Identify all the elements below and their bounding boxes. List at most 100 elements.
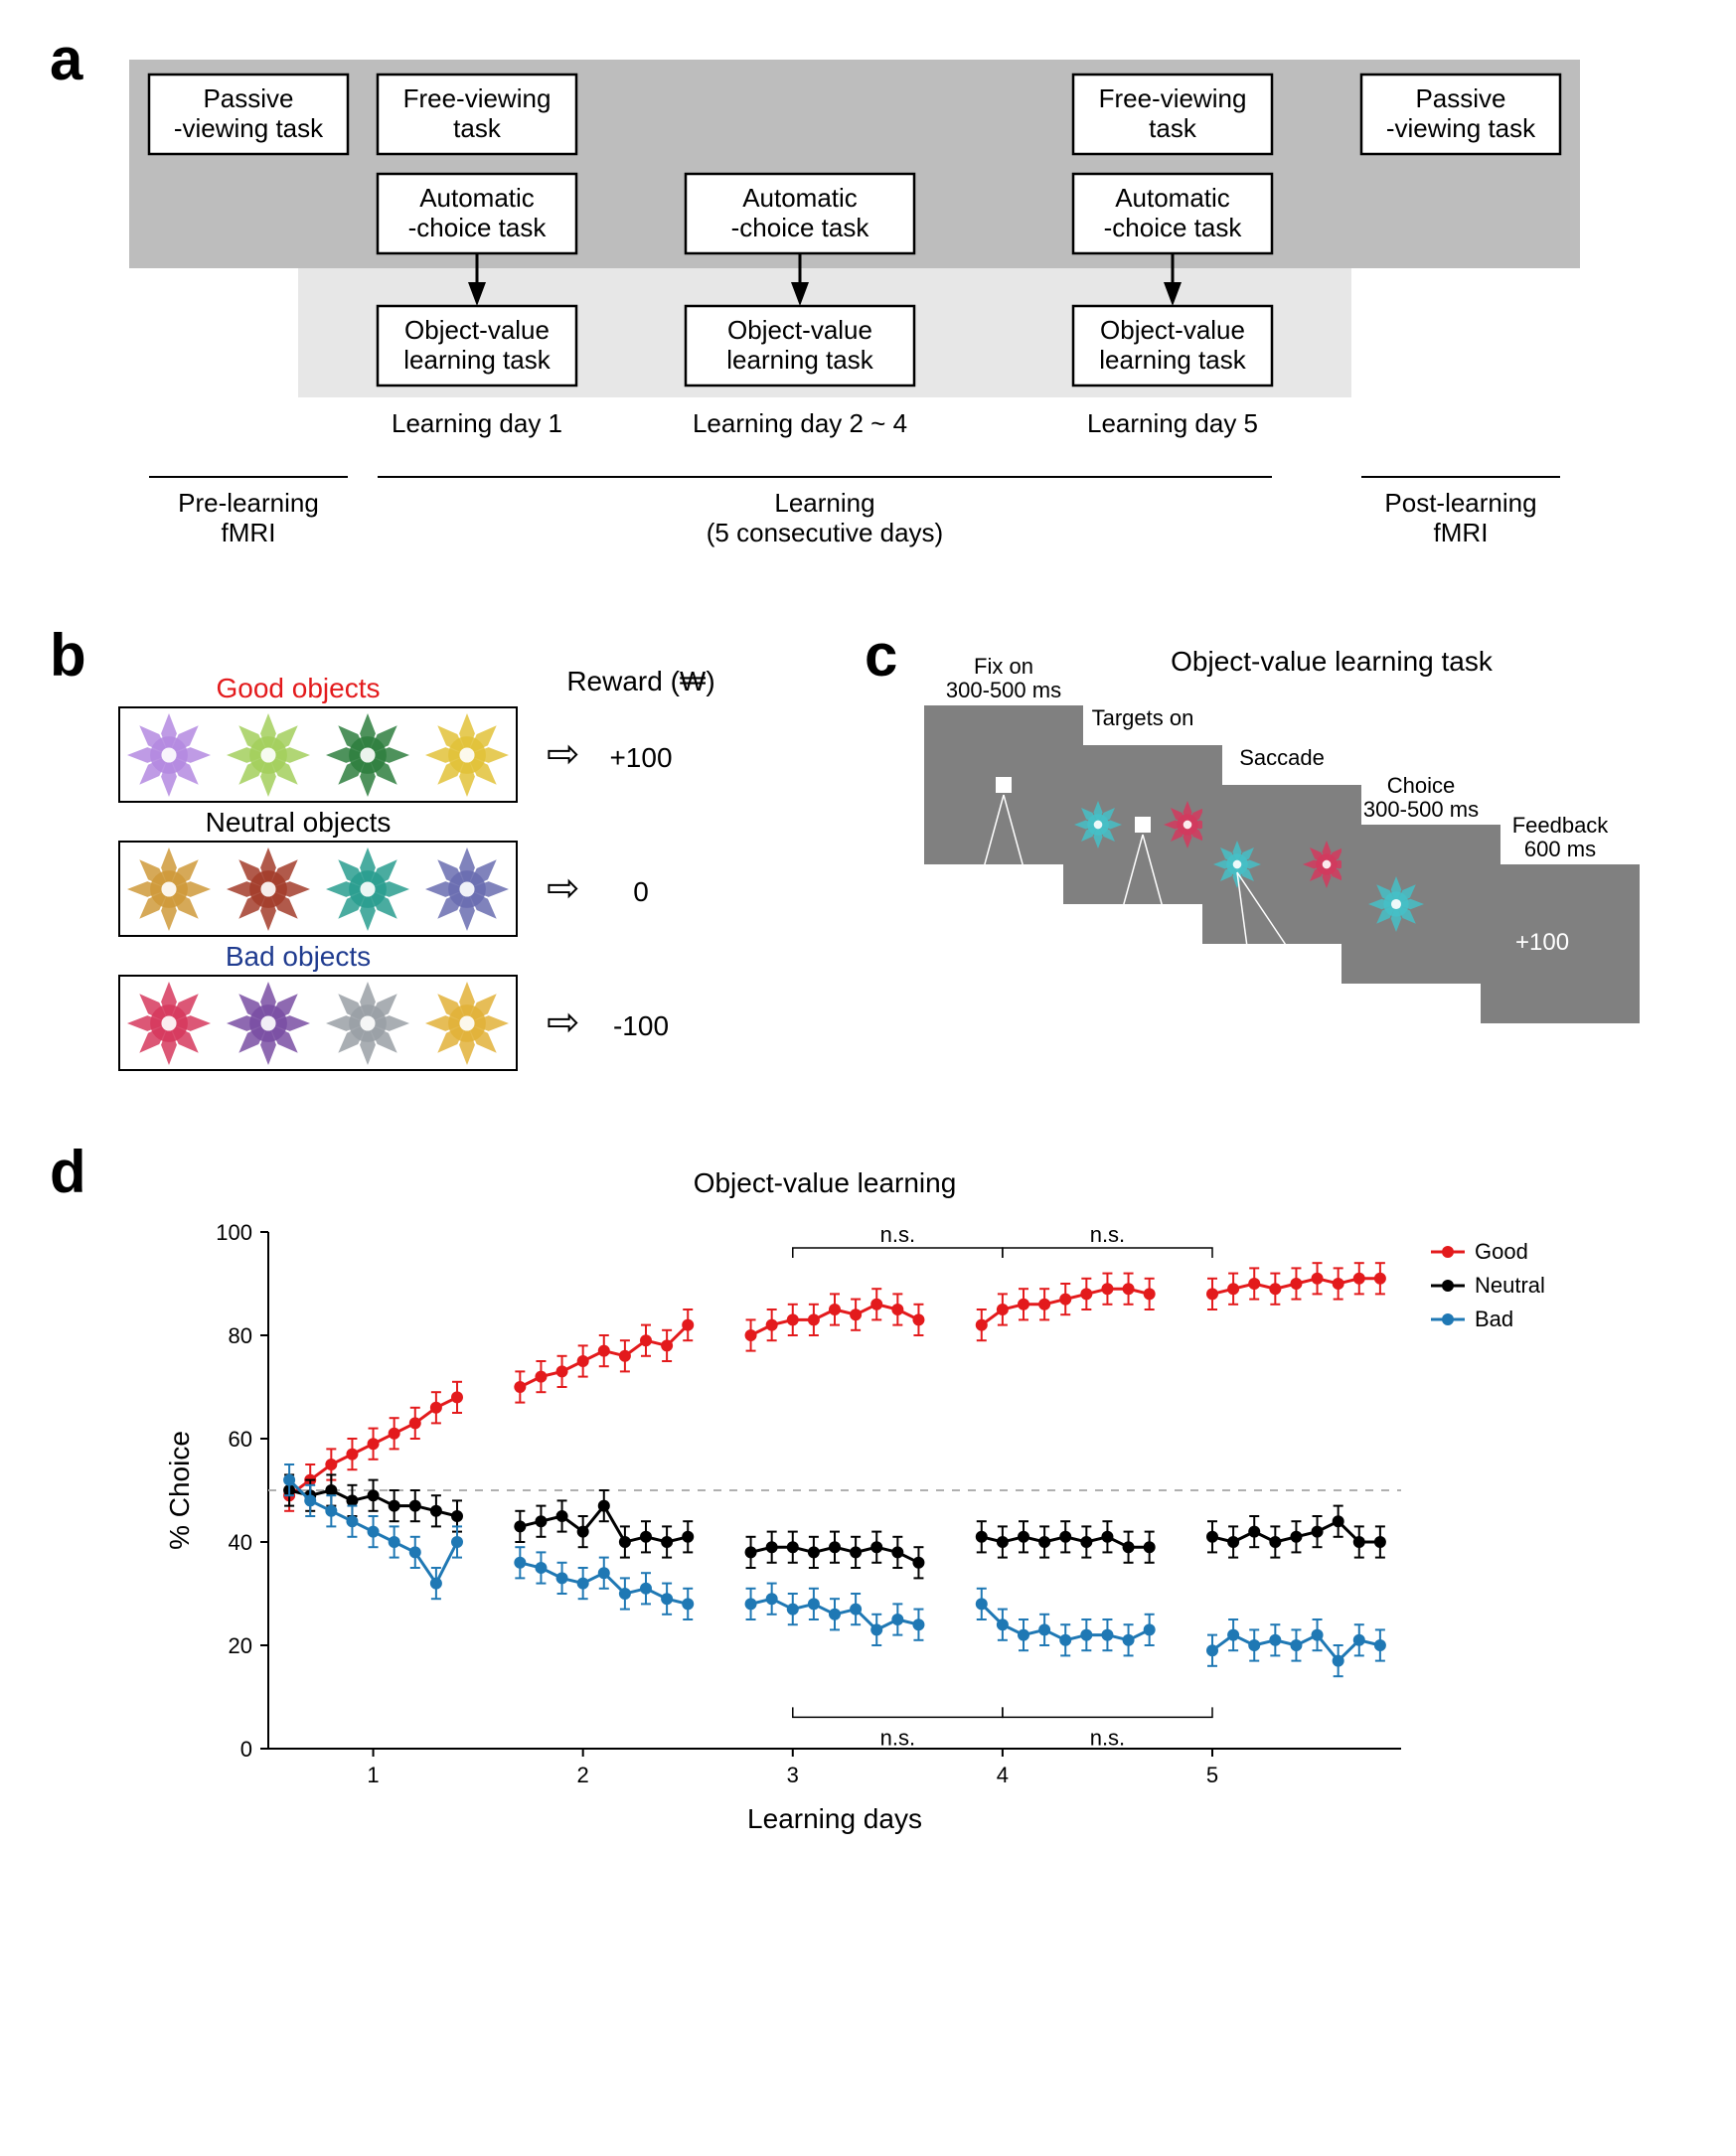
series-marker bbox=[1144, 1623, 1156, 1635]
series-marker bbox=[682, 1319, 694, 1331]
series-marker bbox=[808, 1313, 820, 1325]
svg-text:Object-value: Object-value bbox=[404, 315, 550, 345]
series-marker bbox=[912, 1618, 924, 1630]
series-marker bbox=[556, 1572, 568, 1584]
series-marker bbox=[829, 1541, 841, 1553]
svg-text:(5 consecutive days): (5 consecutive days) bbox=[707, 518, 943, 547]
day1-label: Learning day 1 bbox=[392, 408, 562, 438]
series-marker bbox=[325, 1459, 337, 1470]
series-marker bbox=[325, 1505, 337, 1517]
neutral-reward: 0 bbox=[633, 876, 649, 907]
series-marker bbox=[1269, 1634, 1281, 1646]
panel-c-title: Object-value learning task bbox=[1171, 646, 1494, 677]
series-marker bbox=[661, 1536, 673, 1548]
series-marker bbox=[556, 1365, 568, 1377]
svg-text:Automatic: Automatic bbox=[742, 183, 858, 213]
series-marker bbox=[430, 1505, 442, 1517]
series-marker bbox=[535, 1515, 547, 1527]
series-marker bbox=[1248, 1639, 1260, 1651]
series-marker bbox=[640, 1334, 652, 1346]
xtick-label: 3 bbox=[787, 1763, 799, 1787]
series-marker bbox=[598, 1500, 610, 1512]
series-line bbox=[289, 1480, 1380, 1661]
svg-text:Object-value: Object-value bbox=[727, 315, 872, 345]
series-marker bbox=[787, 1604, 799, 1616]
box-auto2: Automatic -choice task bbox=[686, 174, 914, 253]
xlabel: Learning days bbox=[747, 1803, 922, 1834]
series-marker bbox=[283, 1474, 295, 1486]
series-marker bbox=[870, 1541, 882, 1553]
series-marker bbox=[1059, 1294, 1071, 1306]
box-obj3: Object-value learning task bbox=[1073, 306, 1272, 385]
series-marker bbox=[1353, 1536, 1365, 1548]
series-marker bbox=[891, 1546, 903, 1558]
svg-text:Pre-learning: Pre-learning bbox=[178, 488, 319, 518]
svg-text:-choice task: -choice task bbox=[1104, 213, 1243, 242]
series-marker bbox=[891, 1304, 903, 1315]
svg-text:Passive: Passive bbox=[1415, 83, 1505, 113]
series-marker bbox=[1374, 1536, 1386, 1548]
series-marker bbox=[1227, 1283, 1239, 1295]
fractal-object bbox=[1074, 801, 1122, 848]
series-marker bbox=[787, 1541, 799, 1553]
series-marker bbox=[1290, 1278, 1302, 1290]
series-marker bbox=[1123, 1541, 1135, 1553]
panel-c-svg: Object-value learning task Fix on300-500… bbox=[865, 636, 1689, 1093]
fractal-object bbox=[1213, 841, 1261, 888]
series-marker bbox=[451, 1391, 463, 1403]
series-marker bbox=[346, 1494, 358, 1506]
series-marker bbox=[661, 1339, 673, 1351]
step-label: Fix on bbox=[974, 654, 1033, 679]
series-marker bbox=[577, 1526, 589, 1538]
series-marker bbox=[389, 1428, 400, 1440]
series-marker bbox=[976, 1531, 988, 1543]
fractal-object bbox=[127, 982, 211, 1065]
series-marker bbox=[577, 1355, 589, 1367]
series-marker bbox=[829, 1609, 841, 1620]
neutral-title: Neutral objects bbox=[206, 807, 392, 838]
ytick-label: 0 bbox=[240, 1737, 252, 1762]
step-label: 600 ms bbox=[1524, 837, 1596, 861]
ns-label: n.s. bbox=[1090, 1725, 1125, 1750]
panel-a-svg: Passive -viewing task Free-viewing task … bbox=[50, 40, 1686, 596]
svg-text:learning task: learning task bbox=[726, 345, 873, 375]
series-marker bbox=[451, 1510, 463, 1522]
panel-b-svg: Reward (₩) Good objects⇨+100Neutral obje… bbox=[50, 636, 805, 1093]
legend-label: Good bbox=[1475, 1239, 1528, 1264]
series-marker bbox=[1080, 1629, 1092, 1641]
series-marker bbox=[1206, 1531, 1218, 1543]
svg-text:Automatic: Automatic bbox=[1115, 183, 1230, 213]
series-marker bbox=[787, 1313, 799, 1325]
series-marker bbox=[514, 1520, 526, 1532]
panel-d-title: Object-value learning bbox=[694, 1167, 957, 1198]
series-marker bbox=[682, 1598, 694, 1610]
series-marker bbox=[912, 1557, 924, 1569]
series-marker bbox=[1144, 1288, 1156, 1300]
panel-c-label: c bbox=[865, 626, 897, 686]
panel-d-label: d bbox=[50, 1143, 86, 1202]
series-marker bbox=[389, 1500, 400, 1512]
series-marker bbox=[808, 1546, 820, 1558]
box-obj1: Object-value learning task bbox=[378, 306, 576, 385]
series-marker bbox=[304, 1494, 316, 1506]
series-marker bbox=[389, 1536, 400, 1548]
series-marker bbox=[1080, 1536, 1092, 1548]
series-marker bbox=[1018, 1531, 1029, 1543]
series-marker bbox=[598, 1567, 610, 1579]
series-marker bbox=[1269, 1283, 1281, 1295]
xtick-label: 2 bbox=[577, 1763, 589, 1787]
series-marker bbox=[850, 1309, 862, 1320]
series-marker bbox=[766, 1593, 778, 1605]
ytick-label: 60 bbox=[229, 1427, 252, 1452]
series-marker bbox=[870, 1299, 882, 1310]
bad-reward: -100 bbox=[613, 1010, 669, 1041]
series-marker bbox=[1059, 1531, 1071, 1543]
series-marker bbox=[1206, 1644, 1218, 1656]
series-marker bbox=[1206, 1288, 1218, 1300]
svg-text:Free-viewing: Free-viewing bbox=[1099, 83, 1247, 113]
box-auto1: Automatic -choice task bbox=[378, 174, 576, 253]
svg-text:task: task bbox=[1149, 113, 1197, 143]
fractal-object bbox=[127, 713, 211, 797]
fractal-object bbox=[326, 847, 409, 931]
series-marker bbox=[619, 1536, 631, 1548]
